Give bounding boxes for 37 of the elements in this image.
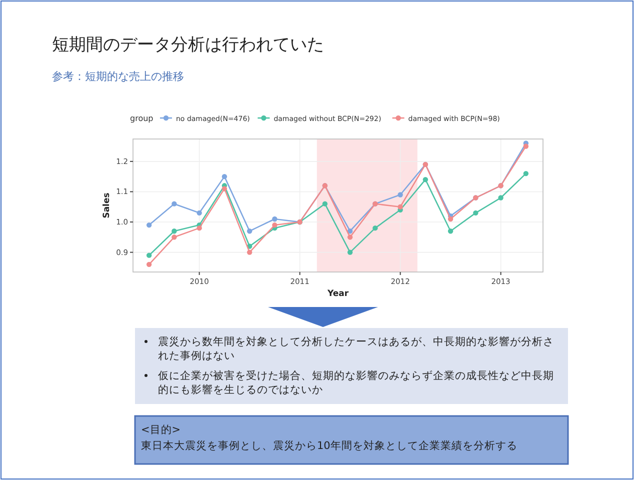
point	[246, 228, 252, 234]
y-axis-title: Sales	[102, 192, 112, 218]
point	[272, 222, 278, 228]
point	[398, 204, 403, 210]
point	[196, 225, 202, 231]
point	[523, 144, 529, 149]
legend-title: group	[130, 114, 154, 123]
point	[448, 216, 454, 222]
text: 仮に企業が被害を受けた場合、短期的な影響のみならず企業の成長性など中長期的にも影響を生じるのではないか	[158, 369, 554, 396]
point	[347, 250, 353, 255]
chart-subtitle: 参考：短期的な売上の推移	[52, 70, 184, 83]
point	[448, 228, 454, 234]
point	[172, 234, 177, 240]
point	[246, 250, 252, 255]
point	[473, 210, 478, 216]
chart-title: 短期間のデータ分析は行われていた	[52, 35, 324, 55]
point	[523, 170, 529, 176]
point	[146, 252, 152, 258]
point	[322, 201, 328, 206]
point	[172, 228, 177, 234]
point	[347, 228, 353, 234]
text: 震災から数年間を対象として分析したケースはあるが、中長期的な影響が分析された事例はない	[158, 335, 554, 362]
point	[146, 222, 152, 228]
point	[422, 176, 428, 182]
point	[222, 174, 228, 180]
point	[498, 195, 504, 200]
point	[222, 186, 228, 192]
point	[146, 262, 152, 268]
point	[398, 192, 403, 198]
text: 東日本大震災を事例とし、震災から10年間を対象として企業業績を分析する	[141, 439, 518, 452]
point	[372, 225, 378, 231]
point	[272, 216, 278, 222]
point	[196, 210, 202, 216]
point	[347, 234, 353, 240]
x-axis-title: Year	[326, 289, 350, 299]
point	[172, 201, 177, 206]
text: <目的>	[141, 424, 181, 436]
